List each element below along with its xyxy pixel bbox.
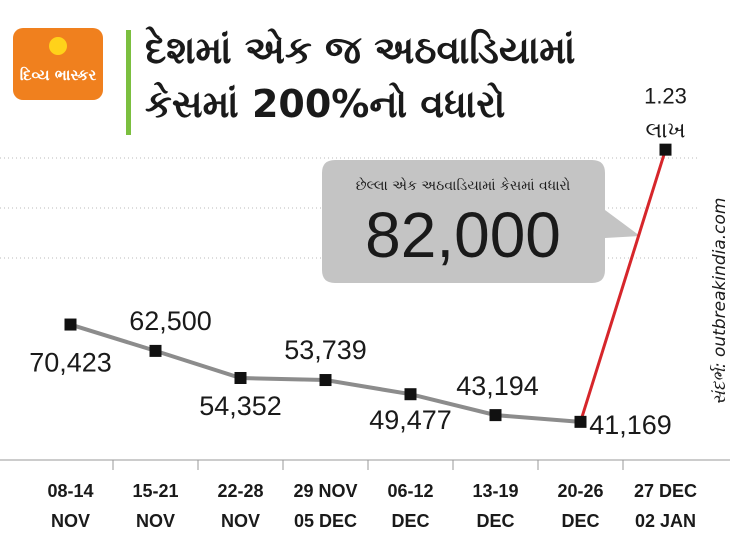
logo-text: દિવ્ય ભાસ્કર	[20, 66, 97, 84]
marker	[149, 344, 162, 357]
marker	[574, 415, 587, 428]
marker	[489, 409, 502, 422]
logo-box	[13, 28, 103, 100]
x-tick-label: 27 DEC 02 JAN	[634, 481, 697, 531]
x-tick-label: 29 NOV 05 DEC	[293, 481, 357, 531]
annotation-box	[322, 160, 640, 283]
x-tick-label: 20-26 DEC	[557, 481, 603, 531]
chart-title: દેશમાં એક જ અઠવાડિયામાં કેસમાં 200%નો વધા…	[145, 25, 575, 126]
value-label: 1.23 લાખ	[644, 83, 687, 142]
source: સંદર્ભ: outbreakindia.com	[709, 198, 730, 406]
value-label: 70,423	[29, 348, 112, 378]
logo-sun	[49, 37, 67, 55]
value-label: 43,194	[456, 371, 539, 401]
x-tick-label: 22-28 NOV	[217, 481, 263, 531]
marker	[659, 143, 672, 156]
marker	[64, 318, 77, 331]
title-bar	[126, 30, 131, 135]
marker	[404, 388, 417, 401]
value-label: 41,169	[589, 410, 672, 440]
value-label: 53,739	[284, 335, 367, 365]
x-tick-label: 06-12 DEC	[387, 481, 433, 531]
value-label: 62,500	[129, 306, 212, 336]
x-tick-label: 15-21 NOV	[132, 481, 178, 531]
marker	[234, 371, 247, 384]
marker	[319, 374, 332, 387]
value-label: 54,352	[199, 391, 282, 421]
value-label: 49,477	[369, 405, 452, 435]
x-tick-label: 08-14 NOV	[47, 481, 93, 531]
highlight-line	[579, 149, 667, 423]
annotation-value: 82,000	[365, 199, 561, 271]
annotation-text: છેલ્લા એક અઠવાડિયામાં કેસમાં વધારો	[356, 177, 571, 194]
x-tick-label: 13-19 DEC	[472, 481, 518, 531]
